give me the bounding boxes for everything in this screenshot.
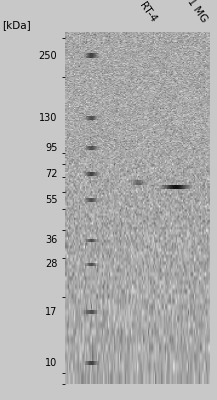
Bar [184,185,185,190]
Bar [162,185,163,190]
Bar [178,185,179,190]
Text: 28: 28 [45,260,57,270]
Text: 17: 17 [45,307,57,317]
Bar [159,185,160,190]
Bar [185,185,186,190]
Bar [182,185,183,190]
Bar [173,185,174,190]
Bar [169,185,170,190]
Bar [179,185,180,190]
Bar [168,185,169,190]
Text: RT-4: RT-4 [138,1,159,25]
Text: 250: 250 [39,50,57,60]
Bar [172,185,173,190]
Bar [170,185,171,190]
Bar [177,185,178,190]
Bar [188,185,189,190]
Text: 36: 36 [45,236,57,246]
Bar [180,185,181,190]
Text: 130: 130 [39,113,57,123]
Text: 72: 72 [45,169,57,179]
Bar [176,185,177,190]
Bar [183,185,184,190]
Bar [167,185,168,190]
Bar [190,185,191,190]
Bar [181,185,182,190]
Bar [186,185,187,190]
Bar [161,185,162,190]
Bar [160,185,161,190]
Bar [191,185,192,190]
Text: 55: 55 [45,195,57,205]
Bar [175,185,176,190]
Bar [164,185,165,190]
Text: U-251 MG: U-251 MG [171,0,209,25]
Text: [kDa]: [kDa] [3,20,31,30]
Bar [171,185,172,190]
Bar [166,185,167,190]
Bar [163,185,164,190]
Bar [189,185,190,190]
Bar [165,185,166,190]
Text: 10: 10 [45,358,57,368]
Bar [174,185,175,190]
Text: 95: 95 [45,143,57,153]
Bar [187,185,188,190]
